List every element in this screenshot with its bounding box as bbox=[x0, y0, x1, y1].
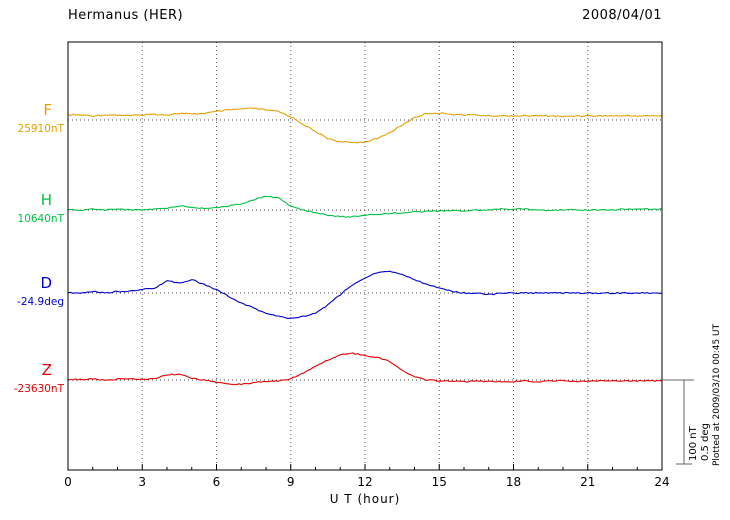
plot-timestamp-note: Plotted at 2009/03/10 00:45 UT bbox=[712, 323, 722, 466]
x-tick-label: 9 bbox=[287, 475, 295, 489]
x-tick-label: 6 bbox=[213, 475, 221, 489]
trace-D bbox=[67, 270, 663, 319]
channel-Z-baseline-value: -23630nT bbox=[13, 383, 64, 395]
channel-Z-label: Z bbox=[41, 361, 52, 379]
x-tick-label: 18 bbox=[506, 475, 521, 489]
x-tick-label: 21 bbox=[580, 475, 595, 489]
channel-D-baseline-value: -24.9deg bbox=[17, 296, 64, 308]
trace-Z bbox=[67, 352, 662, 386]
x-tick-label: 3 bbox=[138, 475, 146, 489]
channel-H-baseline-value: 10640nT bbox=[17, 213, 64, 225]
channel-F-baseline-value: 25910nT bbox=[17, 123, 64, 135]
x-tick-label: 0 bbox=[64, 475, 72, 489]
date-label: 2008/04/01 bbox=[582, 8, 662, 23]
trace-H bbox=[67, 195, 663, 218]
channel-F-label: F bbox=[43, 101, 52, 119]
x-tick-label: 15 bbox=[432, 475, 447, 489]
scale-nt-label: 100 nT bbox=[688, 426, 699, 461]
x-tick-label: 24 bbox=[654, 475, 669, 489]
station-title: Hermanus (HER) bbox=[68, 8, 184, 23]
x-axis-label: U T (hour) bbox=[329, 492, 401, 506]
plot-border bbox=[67, 41, 663, 471]
channel-D-label: D bbox=[40, 274, 52, 292]
x-tick-label: 12 bbox=[357, 475, 372, 489]
scale-deg-label: 0.5 deg bbox=[700, 423, 711, 461]
scale-bar-labels: 100 nT 0.5 deg bbox=[688, 423, 712, 461]
channel-H-label: H bbox=[40, 191, 52, 209]
trace-F bbox=[67, 107, 663, 144]
